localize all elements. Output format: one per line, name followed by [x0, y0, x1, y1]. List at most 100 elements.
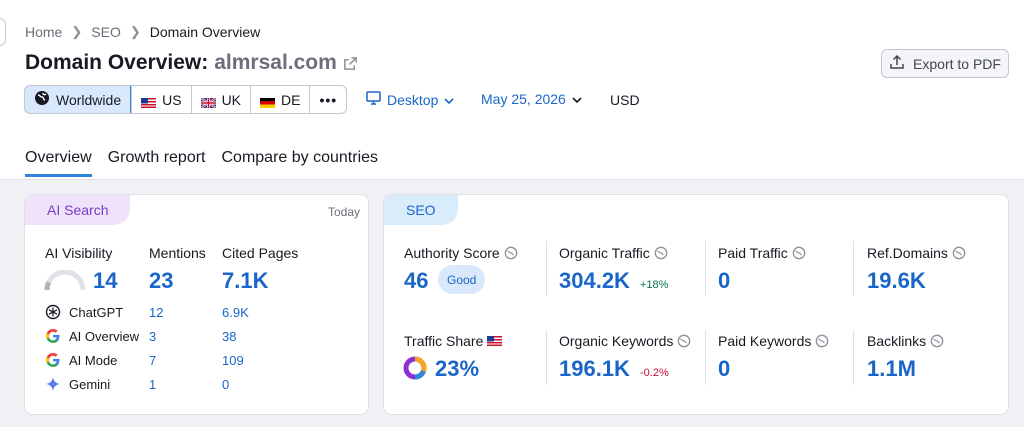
seo-tag: SEO	[384, 195, 458, 225]
traffic-share-text: Traffic Share	[404, 333, 484, 349]
tab-compare-by-countries[interactable]: Compare by countries	[221, 149, 379, 166]
more-regions-button[interactable]: •••	[309, 86, 346, 113]
backlinks-label: Backlinks	[867, 333, 944, 349]
ai-row-cited[interactable]: 38	[222, 329, 237, 344]
globe-info-icon[interactable]	[654, 246, 668, 260]
ai-row-cited[interactable]: 6.9K	[222, 305, 249, 320]
page-title-prefix: Domain Overview:	[25, 51, 209, 74]
traffic-share-label: Traffic Share	[404, 333, 503, 349]
cited-pages-value[interactable]: 7.1K	[222, 268, 269, 293]
report-tabs: Overview Growth report Compare by countr…	[25, 149, 378, 177]
authority-score-text: Authority Score	[404, 245, 500, 261]
export-pdf-label: Export to PDF	[913, 55, 1001, 72]
organic-keywords-label: Organic Keywords	[559, 333, 691, 349]
google-icon	[45, 328, 61, 349]
ai-row-mentions[interactable]: 1	[149, 377, 157, 392]
ai-search-card: AI Search Today	[24, 194, 369, 415]
ai-row-cited[interactable]: 0	[222, 377, 230, 392]
breadcrumb-home[interactable]: Home	[25, 24, 63, 40]
region-selector: Worldwide US UK DE •••	[24, 85, 348, 114]
organic-keywords-delta: -0.2%	[640, 367, 669, 379]
date-label: May 25, 2026	[481, 91, 566, 107]
traffic-share-value[interactable]: 23%	[435, 356, 480, 381]
ai-row-mentions[interactable]: 7	[149, 353, 157, 368]
device-dropdown[interactable]: Desktop	[366, 91, 454, 108]
paid-keywords-text: Paid Keywords	[718, 333, 812, 349]
breadcrumb: Home ❯ SEO ❯ Domain Overview	[25, 24, 260, 40]
globe-info-icon[interactable]	[677, 334, 691, 348]
region-us[interactable]: US	[131, 86, 190, 113]
region-de[interactable]: DE	[250, 86, 309, 113]
tab-overview[interactable]: Overview	[25, 149, 92, 177]
ai-row-cited[interactable]: 109	[222, 353, 244, 368]
ai-row-name: ChatGPT	[69, 305, 124, 320]
us-flag-icon	[141, 95, 157, 108]
organic-traffic-value[interactable]: 304.2K	[559, 268, 630, 293]
region-worldwide-label: Worldwide	[56, 91, 122, 108]
tab-growth-report[interactable]: Growth report	[107, 149, 206, 166]
paid-keywords-label: Paid Keywords	[718, 333, 829, 349]
today-label: Today	[327, 205, 360, 219]
divider	[546, 241, 547, 296]
chevron-down-icon	[572, 91, 582, 107]
google-icon	[45, 352, 61, 373]
more-icon: •••	[319, 91, 338, 108]
ref-domains-label: Ref.Domains	[867, 245, 966, 261]
paid-traffic-label: Paid Traffic	[718, 245, 806, 261]
organic-keywords-value[interactable]: 196.1K	[559, 356, 630, 381]
globe-info-icon[interactable]	[815, 334, 829, 348]
gemini-icon	[45, 376, 61, 397]
mentions-value[interactable]: 23	[149, 268, 174, 293]
ai-visibility-value[interactable]: 14	[93, 268, 118, 293]
date-dropdown[interactable]: May 25, 2026	[481, 91, 582, 107]
export-pdf-button[interactable]: Export to PDF	[881, 49, 1009, 78]
authority-score-value[interactable]: 46	[404, 268, 429, 293]
region-uk[interactable]: UK	[190, 86, 250, 113]
chevron-right-icon: ❯	[129, 24, 141, 39]
cited-pages-label: Cited Pages	[222, 245, 299, 261]
ai-row-mentions[interactable]: 12	[149, 305, 164, 320]
ai-row-name: Gemini	[69, 377, 111, 392]
globe-info-icon[interactable]	[930, 334, 944, 348]
globe-info-icon[interactable]	[504, 246, 518, 260]
sidebar-toggle[interactable]	[0, 18, 6, 46]
currency-label: USD	[610, 92, 640, 108]
domain-name: almrsal.com	[214, 51, 337, 74]
upload-icon	[889, 54, 905, 73]
organic-traffic-text: Organic Traffic	[559, 245, 650, 261]
breadcrumb-seo[interactable]: SEO	[91, 24, 121, 40]
region-worldwide[interactable]: Worldwide	[25, 86, 132, 113]
ref-domains-value[interactable]: 19.6K	[867, 268, 926, 293]
globe-info-icon[interactable]	[952, 246, 966, 260]
region-uk-label: UK	[221, 91, 242, 108]
mentions-label: Mentions	[149, 245, 206, 261]
page-title: Domain Overview: almrsal.com	[25, 51, 358, 75]
seo-card: SEO	[383, 194, 1009, 415]
ai-row-name: AI Overview	[69, 329, 140, 344]
breadcrumb-current: Domain Overview	[149, 24, 261, 40]
external-link-icon[interactable]	[343, 56, 358, 71]
ai-row-name: AI Mode	[69, 353, 118, 368]
chevron-down-icon	[444, 92, 454, 108]
authority-score-label: Authority Score	[404, 245, 518, 261]
ref-domains-text: Ref.Domains	[867, 245, 948, 261]
organic-traffic-delta: +18%	[640, 279, 669, 291]
uk-flag-icon	[200, 95, 217, 109]
paid-keywords-value[interactable]: 0	[718, 356, 731, 381]
backlinks-text: Backlinks	[867, 333, 927, 349]
paid-traffic-value[interactable]: 0	[718, 268, 731, 293]
de-flag-icon	[260, 95, 276, 108]
organic-traffic-label: Organic Traffic	[559, 245, 668, 261]
divider	[853, 330, 854, 385]
region-de-label: DE	[281, 91, 301, 108]
divider	[853, 241, 854, 296]
ai-visibility-gauge	[44, 270, 86, 291]
us-flag-icon	[487, 336, 503, 346]
globe-info-icon[interactable]	[792, 246, 806, 260]
traffic-share-donut	[403, 356, 427, 380]
ai-row-mentions[interactable]: 3	[149, 329, 157, 344]
backlinks-value[interactable]: 1.1M	[867, 356, 916, 381]
device-label: Desktop	[387, 91, 439, 108]
ai-search-tag: AI Search	[25, 195, 131, 225]
paid-traffic-text: Paid Traffic	[718, 245, 788, 261]
